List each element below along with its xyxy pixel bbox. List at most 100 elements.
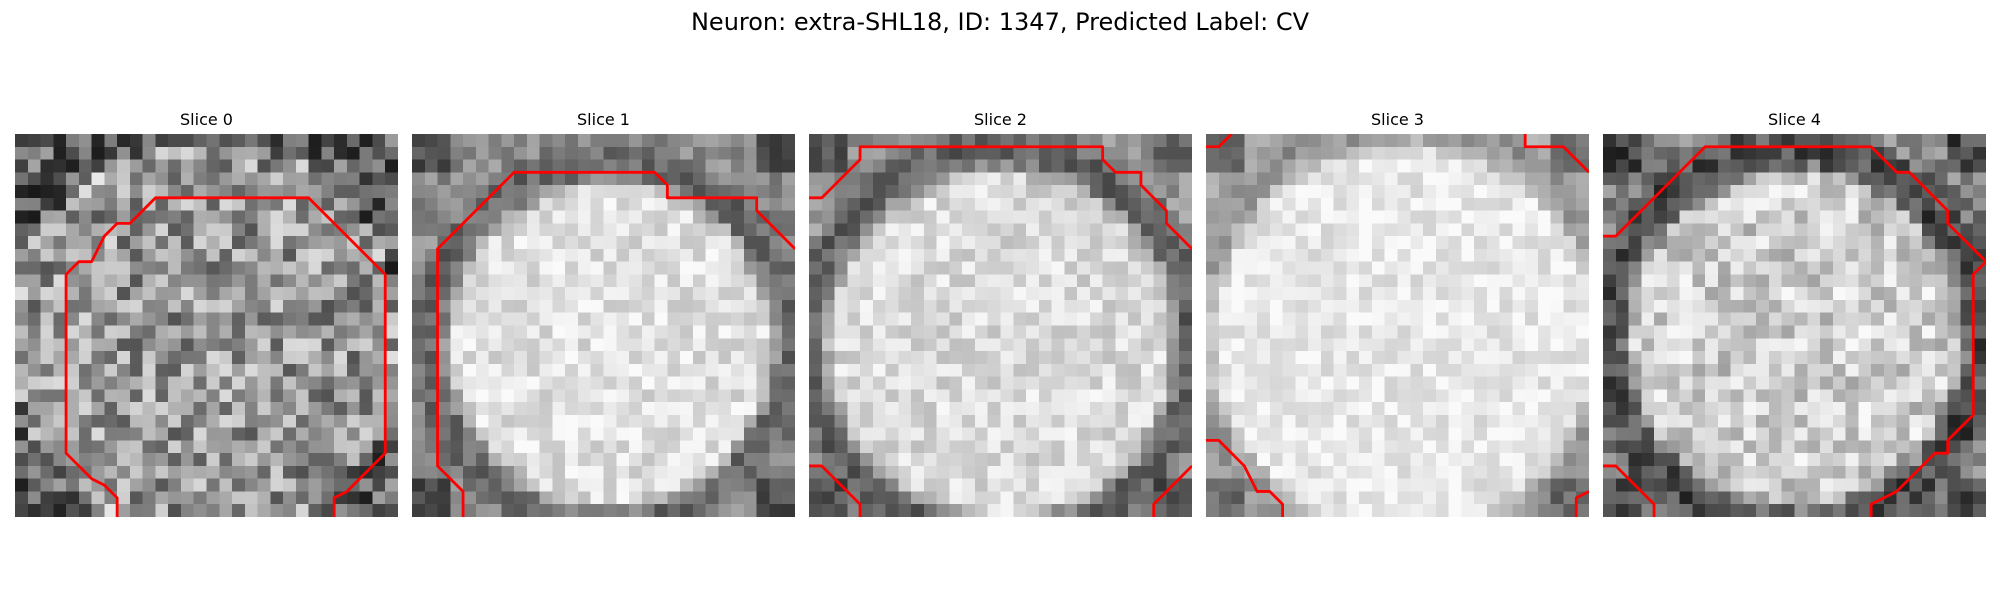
pixel (1141, 236, 1154, 249)
pixel (962, 147, 975, 160)
pixel (1705, 466, 1718, 479)
pixel (1001, 364, 1014, 377)
pixel (1244, 453, 1257, 466)
pixel (962, 440, 975, 453)
pixel (642, 249, 655, 262)
pixel (1449, 491, 1462, 504)
pixel (1871, 134, 1884, 147)
pixel (629, 287, 642, 300)
pixel (1001, 491, 1014, 504)
pixel (1909, 211, 1922, 224)
pixel (591, 504, 604, 517)
pixel (835, 402, 848, 415)
pixel (321, 326, 334, 339)
pixel (1603, 338, 1616, 351)
pixel (1973, 223, 1986, 236)
pixel (438, 389, 451, 402)
pixel (1563, 402, 1576, 415)
pixel (898, 134, 911, 147)
pixel (1115, 287, 1128, 300)
pixel (718, 262, 731, 275)
pixel (1398, 300, 1411, 313)
pixel (1461, 479, 1474, 492)
pixel (1782, 326, 1795, 339)
pixel (1769, 504, 1782, 517)
pixel (501, 223, 514, 236)
pixel (1718, 428, 1731, 441)
pixel (66, 364, 79, 377)
pixel (92, 172, 105, 185)
pixel (143, 313, 156, 326)
pixel (1154, 402, 1167, 415)
pixel (667, 326, 680, 339)
pixel (1935, 466, 1948, 479)
pixel (757, 313, 770, 326)
pixel (1973, 147, 1986, 160)
pixel (1372, 402, 1385, 415)
pixel (1321, 389, 1334, 402)
pixel (1077, 479, 1090, 492)
pixel (1576, 185, 1589, 198)
pixel (860, 415, 873, 428)
pixel (1206, 236, 1219, 249)
pixel (1641, 389, 1654, 402)
pixel (860, 300, 873, 313)
pixel (1525, 300, 1538, 313)
pixel (1449, 313, 1462, 326)
pixel (809, 428, 822, 441)
pixel (1449, 134, 1462, 147)
pixel (1551, 466, 1564, 479)
pixel (1897, 326, 1910, 339)
pixel (1756, 262, 1769, 275)
pixel (53, 223, 66, 236)
pixel (731, 172, 744, 185)
pixel (629, 274, 642, 287)
pixel (1013, 491, 1026, 504)
pixel (372, 377, 385, 390)
pixel (1680, 172, 1693, 185)
pixel (1436, 313, 1449, 326)
pixel (1372, 326, 1385, 339)
pixel (245, 211, 258, 224)
pixel (527, 160, 540, 173)
pixel (693, 134, 706, 147)
pixel (1935, 147, 1948, 160)
pixel (680, 428, 693, 441)
pixel (847, 504, 860, 517)
pixel (1846, 300, 1859, 313)
pixel (232, 198, 245, 211)
pixel (219, 211, 232, 224)
pixel (1219, 491, 1232, 504)
pixel (527, 415, 540, 428)
pixel (1398, 402, 1411, 415)
pixel (1359, 185, 1372, 198)
pixel (809, 287, 822, 300)
pixel (731, 134, 744, 147)
pixel (219, 160, 232, 173)
pixel (1115, 300, 1128, 313)
pixel (975, 377, 988, 390)
pixel (143, 326, 156, 339)
pixel (66, 185, 79, 198)
pixel (898, 415, 911, 428)
pixel (706, 198, 719, 211)
pixel (181, 249, 194, 262)
pixel (616, 440, 629, 453)
pixel (949, 274, 962, 287)
pixel (1039, 453, 1052, 466)
pixel (321, 160, 334, 173)
pixel (1960, 326, 1973, 339)
pixel (1769, 134, 1782, 147)
pixel (769, 160, 782, 173)
pixel (1487, 326, 1500, 339)
pixel (1563, 504, 1576, 517)
pixel (104, 364, 117, 377)
pixel (655, 249, 668, 262)
pixel (1922, 326, 1935, 339)
pixel (1257, 198, 1270, 211)
pixel (1077, 377, 1090, 390)
pixel (1232, 338, 1245, 351)
pixel (385, 479, 398, 492)
pixel (1500, 466, 1513, 479)
pixel (962, 223, 975, 236)
